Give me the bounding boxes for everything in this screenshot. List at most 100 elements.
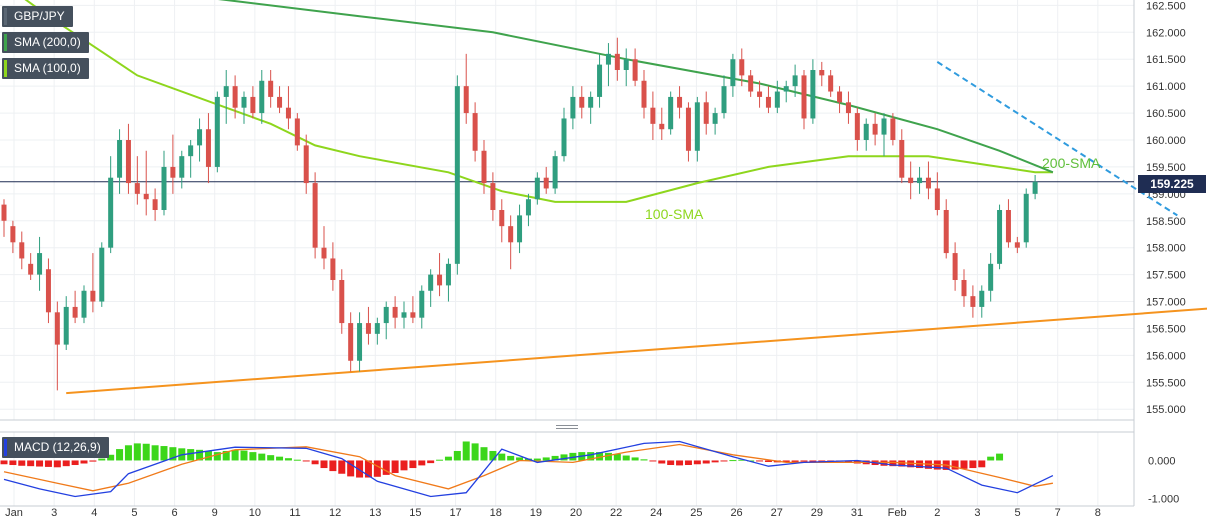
macd-hist-bar xyxy=(569,452,577,461)
macd-hist-bar xyxy=(347,460,355,477)
x-tick-label: 26 xyxy=(730,507,742,519)
x-tick-label: 15 xyxy=(409,507,421,519)
candle-body xyxy=(188,145,194,157)
candle-body xyxy=(392,306,398,318)
sma200-annotation: 200-SMA xyxy=(1042,155,1101,171)
legend-symbol[interactable]: GBP/JPY xyxy=(2,6,73,27)
candle-body xyxy=(463,86,469,114)
macd-hist-bar xyxy=(400,460,408,471)
candle-body xyxy=(721,86,727,114)
macd-hist-bar xyxy=(418,460,426,466)
candle-body xyxy=(508,226,514,243)
candle-body xyxy=(125,140,131,184)
candle-body xyxy=(54,312,60,345)
macd-hist-bar xyxy=(658,460,666,464)
y-tick-label: 155.000 xyxy=(1146,404,1186,416)
legend-sma200[interactable]: SMA (200,0) xyxy=(2,32,89,53)
macd-hist-bar xyxy=(516,457,524,461)
macd-hist-bar xyxy=(480,447,488,461)
macd-hist-bar xyxy=(756,460,764,462)
macd-hist-bar xyxy=(204,450,212,461)
macd-line xyxy=(3,440,1054,498)
macd-hist-bar xyxy=(124,445,132,461)
macd-hist-bar xyxy=(71,460,79,466)
macd-hist-bar xyxy=(738,459,746,461)
macd-hist-bar xyxy=(169,447,177,461)
macd-hist-bar xyxy=(960,460,968,469)
candle-body xyxy=(952,253,958,280)
macd-hist-bar xyxy=(427,460,435,464)
candle-body xyxy=(614,53,620,70)
macd-hist-bar xyxy=(187,449,195,461)
x-tick-label: 13 xyxy=(369,507,381,519)
x-tick-label: Jan xyxy=(5,507,23,519)
macd-hist-bar xyxy=(800,460,808,462)
candle-body xyxy=(517,215,523,243)
candle-body xyxy=(632,59,638,81)
candle-body xyxy=(410,312,416,318)
macd-hist-bar xyxy=(62,460,70,467)
candle-body xyxy=(28,263,34,275)
x-tick-label: 8 xyxy=(1095,507,1101,519)
x-tick-label: 22 xyxy=(610,507,622,519)
legend-macd[interactable]: MACD (12,26,9) xyxy=(2,437,109,458)
candle-body xyxy=(197,129,203,146)
candle-body xyxy=(908,177,914,184)
macd-hist-bar xyxy=(0,460,8,465)
macd-hist-bar xyxy=(107,454,115,461)
candle-body xyxy=(730,59,736,87)
y-tick-label: 159.500 xyxy=(1146,162,1186,174)
macd-hist-bar xyxy=(44,460,52,467)
candle-body xyxy=(757,91,763,97)
candle-body xyxy=(383,306,389,324)
x-tick-label: 11 xyxy=(289,507,300,519)
candle-body xyxy=(828,75,834,92)
candle-body xyxy=(134,183,140,194)
candle-body xyxy=(232,86,238,108)
y-tick-label: 160.000 xyxy=(1146,135,1186,147)
y-tick-label: 158.000 xyxy=(1146,243,1186,255)
macd-hist-bar xyxy=(898,460,906,467)
candle-body xyxy=(170,166,176,178)
candle-body xyxy=(543,177,549,189)
candle-body xyxy=(1005,210,1011,243)
macd-hist-bar xyxy=(791,460,799,462)
candle-body xyxy=(90,290,96,302)
macd-hist-bar xyxy=(231,449,239,461)
candle-body xyxy=(597,64,603,97)
candle-body xyxy=(268,80,274,97)
candle-body xyxy=(579,96,585,108)
macd-hist-bar xyxy=(320,460,328,469)
candle-body xyxy=(845,102,851,114)
candle-body xyxy=(312,183,318,248)
macd-hist-bar xyxy=(693,460,701,465)
macd-hist-bar xyxy=(498,453,506,461)
candle-body xyxy=(490,183,496,210)
sma100-swatch xyxy=(4,60,7,77)
legend-sma100[interactable]: SMA (100,0) xyxy=(2,58,89,79)
candle-body xyxy=(179,156,185,178)
candle-body xyxy=(99,247,105,302)
candle-body xyxy=(925,177,931,189)
candle-body xyxy=(837,91,843,103)
sma200-swatch xyxy=(4,34,7,51)
candle-body xyxy=(677,96,683,108)
legend-sma100-label: SMA (100,0) xyxy=(14,61,81,75)
macd-hist-bar xyxy=(551,455,559,461)
y-tick-label: 162.500 xyxy=(1146,0,1186,12)
macd-hist-bar xyxy=(249,452,257,461)
candle-body xyxy=(117,140,123,178)
macd-hist-bar xyxy=(676,460,684,466)
x-tick-label: 5 xyxy=(131,507,137,519)
candle-body xyxy=(303,145,309,184)
candle-body xyxy=(703,102,709,124)
macd-hist-bar xyxy=(978,460,986,468)
macd-hist-bar xyxy=(89,460,97,462)
candle-body xyxy=(419,290,425,318)
macd-histogram xyxy=(0,441,1004,478)
macd-hist-bar xyxy=(213,452,221,461)
candle-body xyxy=(765,96,771,108)
pane-resize-handle[interactable] xyxy=(556,424,578,430)
x-tick-label: 17 xyxy=(449,507,461,519)
macd-hist-bar xyxy=(196,449,204,461)
